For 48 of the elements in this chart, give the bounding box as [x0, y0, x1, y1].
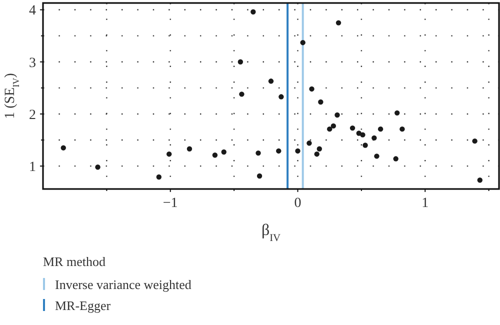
- legend-label: MR-Egger: [55, 298, 112, 313]
- point: [250, 9, 256, 14]
- point: [309, 86, 314, 92]
- point: [156, 174, 162, 180]
- point: [334, 112, 340, 118]
- point: [306, 140, 312, 146]
- point: [477, 178, 482, 183]
- point: [221, 149, 226, 155]
- point: [166, 152, 172, 157]
- point: [268, 78, 274, 84]
- point: [238, 59, 244, 64]
- point: [314, 152, 320, 157]
- point: [374, 154, 380, 159]
- point: [95, 164, 100, 170]
- point: [378, 126, 384, 132]
- x-axis-title: β$_{IV}$: [261, 222, 282, 244]
- point: [186, 146, 192, 152]
- y-tick-label: 4: [29, 4, 36, 19]
- point: [326, 126, 332, 132]
- point: [300, 40, 306, 46]
- point: [316, 146, 322, 152]
- point: [295, 148, 300, 154]
- point: [393, 156, 398, 162]
- point: [318, 99, 324, 105]
- y-tick-label: 2: [29, 108, 36, 123]
- point: [472, 138, 478, 144]
- point: [256, 173, 262, 179]
- x-tick-label: −1: [162, 196, 178, 211]
- x-tick-label: 0: [294, 196, 302, 211]
- point: [350, 125, 356, 131]
- point: [360, 132, 366, 138]
- point: [336, 20, 342, 26]
- legend-label: Inverse variance weighted: [55, 277, 192, 292]
- point: [256, 150, 261, 156]
- y-tick-label: 3: [29, 56, 36, 71]
- point: [372, 135, 377, 141]
- y-tick-label: 1: [29, 160, 36, 175]
- point: [239, 92, 244, 97]
- point: [330, 123, 336, 129]
- point: [212, 152, 218, 158]
- point: [276, 148, 282, 154]
- legend-title: MR method: [43, 254, 106, 269]
- point: [400, 126, 405, 132]
- point: [278, 94, 284, 100]
- point: [362, 142, 368, 148]
- point: [60, 145, 66, 150]
- x-tick-label: 1: [422, 196, 429, 211]
- point: [394, 110, 400, 116]
